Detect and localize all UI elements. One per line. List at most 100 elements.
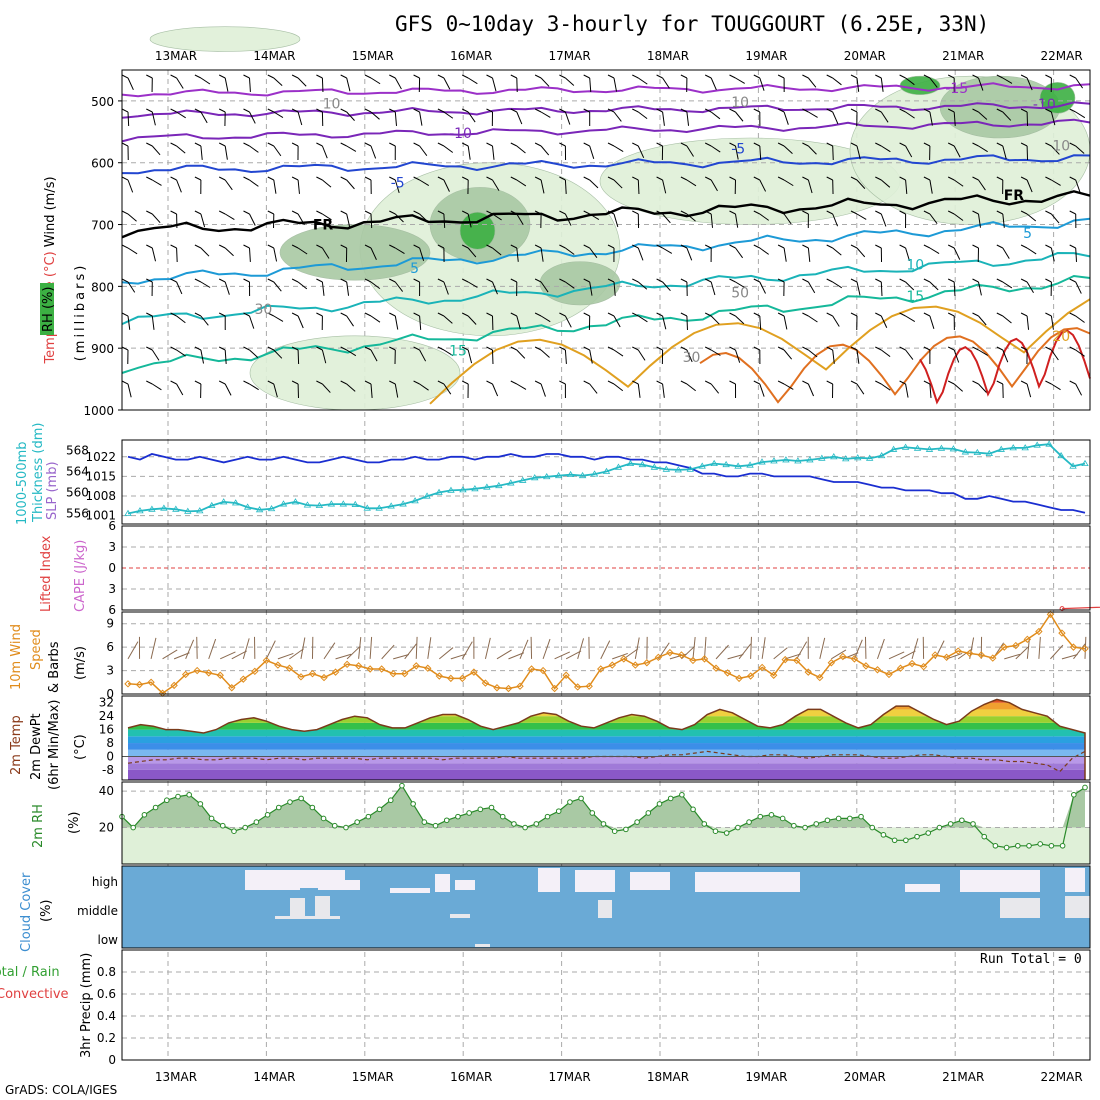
wind-barb-flag — [972, 278, 979, 283]
wind-barb — [516, 213, 524, 225]
wind-barb-flag — [680, 108, 688, 113]
wind-barb — [297, 77, 307, 87]
rh2m-marker — [331, 822, 338, 829]
rh2m-marker — [634, 819, 640, 825]
wind-barb-flag — [802, 380, 809, 385]
wind-barb — [249, 247, 251, 262]
wind-barb — [832, 247, 842, 256]
wind-barb-flag — [607, 74, 615, 79]
slp-frame — [121, 439, 1091, 525]
thickness-marker — [1009, 444, 1017, 451]
wind-barb-flag — [316, 278, 323, 283]
bottom-date-label: 18MAR — [647, 1070, 689, 1084]
wind10m-barb — [727, 653, 744, 660]
wind-barb — [783, 179, 794, 187]
wind-barb — [832, 281, 843, 289]
wind10m-barb — [750, 636, 752, 659]
thickness-marker — [459, 486, 467, 493]
wind-barb — [322, 213, 332, 221]
wind-barb-flag — [559, 278, 566, 283]
wind-barb-flag — [486, 142, 493, 147]
wind-barb — [127, 383, 132, 398]
rh2m-marker — [600, 821, 607, 827]
wind-barb — [467, 247, 477, 258]
wind-barb — [1026, 281, 1034, 293]
wind-barb — [856, 145, 861, 160]
cloud-gap — [1065, 868, 1085, 892]
wind-barb-flag — [486, 346, 493, 351]
thickness-marker — [746, 461, 754, 468]
wind-barb-flag — [267, 74, 275, 79]
wind-barb-flag — [291, 380, 299, 385]
wind-barb — [589, 179, 599, 189]
wind-barb-flag — [923, 346, 931, 351]
wind-barb — [297, 213, 305, 226]
rh2m-marker — [779, 815, 786, 822]
wind-barb — [1002, 349, 1009, 363]
ylabel-pressure: (millibars) — [73, 263, 88, 362]
wind10m-marker — [147, 678, 155, 686]
precip-tick-label: 0 — [108, 1053, 116, 1067]
wind-barb — [808, 111, 818, 118]
wind-barb-flag — [632, 210, 639, 215]
wind-barb-flag — [316, 346, 323, 351]
rh2m-marker — [544, 813, 551, 820]
wind-barb-flag — [729, 278, 736, 283]
wind-barb — [978, 111, 988, 120]
wind-barb-flag — [340, 108, 347, 113]
wind-barb-flag — [437, 108, 445, 113]
cape-panel: 6 3 0 3 6 Lifted Index CAPE (J/kg) — [39, 519, 1100, 617]
wind-barb — [832, 77, 842, 86]
wind-barb-flag — [777, 74, 785, 79]
wind10m-marker — [401, 669, 409, 678]
wind-barb-flag — [389, 142, 396, 147]
wind-barb-flag — [729, 176, 736, 181]
rh2m-marker — [387, 797, 394, 804]
wind-barb-flag — [923, 380, 931, 385]
wind-barb-flag — [729, 74, 736, 79]
wind-barb — [176, 315, 186, 324]
wind10m-marker — [723, 669, 732, 677]
wind-barb — [662, 179, 667, 194]
wind-barb — [370, 77, 381, 85]
thickness-marker — [387, 502, 395, 509]
temp2m-line — [127, 698, 1086, 780]
wind-barb-flag — [510, 142, 518, 147]
contour-label: -15 — [945, 81, 968, 97]
temp-band — [128, 729, 1085, 737]
wind-barb-flag — [316, 176, 323, 181]
wind-barb — [419, 179, 430, 186]
wind-barb-flag — [632, 176, 639, 181]
wind10m-marker — [712, 664, 720, 672]
wind-barb-flag — [802, 346, 809, 351]
rh2m-marker — [522, 824, 528, 831]
wind10m-barb — [450, 653, 467, 660]
wind10m-barb — [1015, 645, 1030, 660]
ylabel-total-rain: Total / Rain — [0, 965, 60, 980]
cape-frame — [121, 525, 1091, 611]
wind-barb-flag — [218, 74, 226, 79]
wind10m-marker — [1081, 644, 1089, 653]
wind10m-barb — [231, 650, 247, 660]
wind-barb-flag — [1045, 380, 1052, 385]
wind-barb — [394, 281, 404, 292]
wind-barb — [152, 383, 162, 391]
wind-barb — [953, 213, 964, 221]
wind-barb — [346, 145, 357, 152]
wind-barb — [564, 179, 567, 194]
wind-barb-flag — [996, 278, 1004, 283]
wind-barb — [467, 111, 476, 123]
wind-barb — [1002, 145, 1007, 160]
wind-barb-flag — [243, 244, 250, 249]
wind-barb-flag — [753, 278, 761, 283]
wind-barb-flag — [267, 312, 275, 317]
wind-barb-flag — [534, 278, 542, 283]
wind10m-marker — [262, 656, 271, 665]
wind-barb-flag — [1069, 244, 1076, 249]
wind-barb-flag — [413, 142, 420, 147]
wind-barb-flag — [632, 108, 639, 113]
wind-barb-flag — [510, 312, 518, 317]
thickness-marker — [1057, 451, 1065, 459]
wind-barb — [978, 145, 988, 153]
li-tick-label: 0 — [108, 561, 116, 575]
